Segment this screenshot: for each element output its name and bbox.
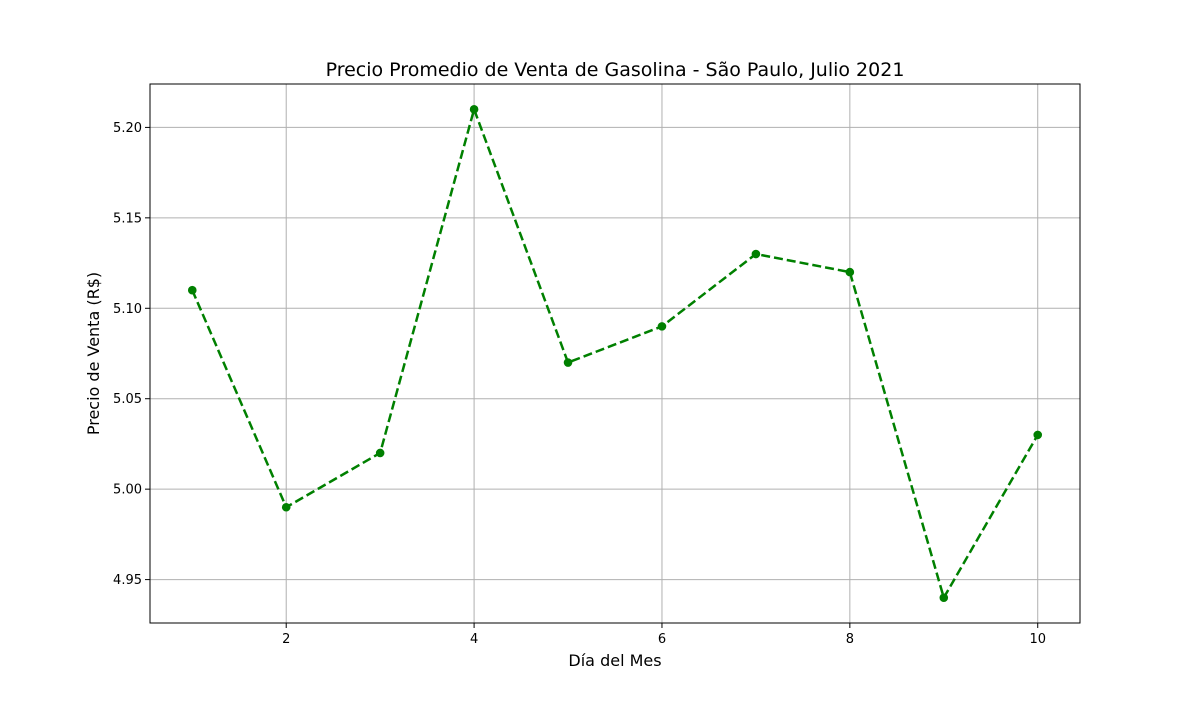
data-point: [563, 358, 573, 367]
axis-ticks: 2 4 6 8 10 4.95 5.00 5.05 5.10 5.15 5.20: [113, 121, 1046, 647]
data-point: [845, 267, 855, 277]
y-tick-label: 4.95: [113, 573, 142, 588]
x-tick-label: 8: [846, 632, 854, 647]
y-tick-label: 5.05: [113, 392, 142, 407]
chart-title: Precio Promedio de Venta de Gasolina - S…: [326, 59, 905, 81]
data-point: [187, 285, 197, 295]
y-tick-label: 5.15: [113, 211, 142, 226]
x-tick-label: 4: [470, 632, 478, 647]
data-point: [939, 593, 949, 602]
series-layer: [187, 105, 1043, 602]
x-tick-label: 10: [1029, 632, 1046, 647]
data-point: [469, 105, 479, 114]
x-tick-label: 6: [658, 632, 666, 647]
data-point: [375, 448, 385, 458]
y-tick-label: 5.20: [113, 121, 142, 136]
y-tick-label: 5.00: [113, 483, 142, 498]
plot-area: [150, 84, 1080, 623]
data-point: [751, 249, 761, 259]
data-point: [281, 502, 291, 512]
y-tick-label: 5.10: [113, 302, 142, 317]
x-tick-label: 2: [282, 632, 290, 647]
x-axis-title: Día del Mes: [568, 651, 661, 670]
data-point: [1033, 430, 1043, 440]
data-point: [657, 322, 667, 331]
y-axis-title: Precio de Venta (R$): [84, 272, 103, 435]
plot-frame: [149, 83, 1081, 624]
series-line: [191, 108, 1039, 599]
grid-lines: [150, 84, 1080, 623]
